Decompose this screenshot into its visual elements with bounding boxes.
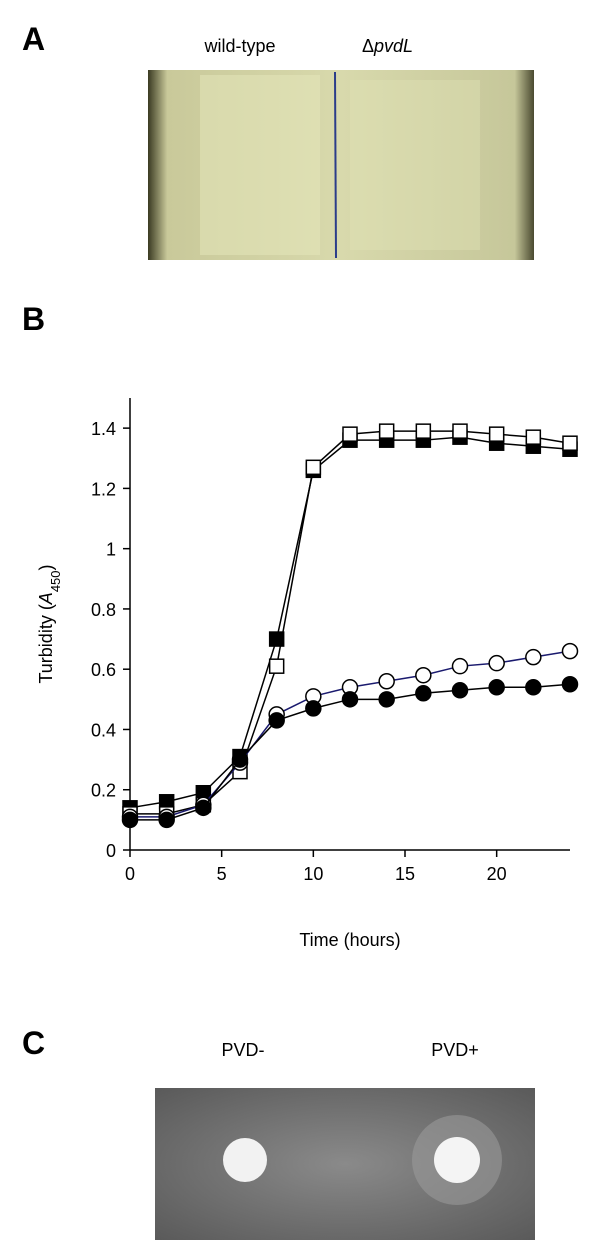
marker <box>415 685 432 702</box>
marker <box>158 811 175 829</box>
series-line <box>130 430 571 815</box>
y-axis-label-part: ) <box>36 564 56 570</box>
x-tick-label: 15 <box>395 864 415 884</box>
plate-label: wild-type <box>203 36 275 56</box>
marker <box>342 426 358 442</box>
x-tick-label: 5 <box>217 864 227 884</box>
marker <box>452 423 468 439</box>
marker <box>525 429 542 445</box>
plate-photo <box>155 1088 535 1240</box>
marker <box>195 799 212 817</box>
y-tick-label: 1.2 <box>91 479 116 499</box>
y-tick-label: 0 <box>106 841 116 861</box>
marker <box>488 679 505 696</box>
marker <box>268 712 285 729</box>
x-tick-label: 10 <box>303 864 323 884</box>
panel-label: B <box>22 301 45 337</box>
marker <box>561 676 579 693</box>
x-axis-label: Time (hours) <box>299 930 400 950</box>
marker <box>231 751 249 768</box>
chart: 0 0.2 0.4 0.6 0.8 1 1.2 1.4 0 5 10 15 20 Time (hours)… <box>36 398 579 950</box>
marker <box>525 648 542 666</box>
plate-label: ΔpvdL <box>362 36 413 56</box>
y-axis-label-part: 450 <box>48 570 63 592</box>
marker <box>305 459 322 476</box>
y-tick-label: 0.8 <box>91 600 116 620</box>
marker <box>378 691 395 708</box>
marker <box>525 679 542 696</box>
y-tick-label: 1 <box>106 540 116 560</box>
y-axis-label: Turbidity (A450) <box>36 564 63 683</box>
y-tick-label: 0.2 <box>91 781 116 801</box>
marker <box>415 423 432 439</box>
marker <box>415 666 432 684</box>
marker <box>451 657 469 675</box>
panel-label: C <box>22 1025 45 1061</box>
y-axis-label-part: Turbidity ( <box>36 604 56 683</box>
marker <box>562 435 578 451</box>
plate-label: PVD+ <box>431 1040 479 1060</box>
marker <box>378 673 395 690</box>
marker <box>121 811 139 829</box>
plate-label: PVD- <box>221 1040 264 1060</box>
marker <box>451 682 469 699</box>
marker <box>561 642 579 660</box>
marker <box>378 423 395 439</box>
y-axis-label-part: A <box>36 592 56 605</box>
y-tick-label: 0.4 <box>91 720 116 740</box>
x-tick-label: 0 <box>125 864 135 884</box>
y-tick-label: 1.4 <box>91 419 116 439</box>
x-tick-label: 20 <box>487 864 507 884</box>
marker <box>341 691 359 708</box>
marker <box>488 654 505 672</box>
marker <box>268 658 285 674</box>
panel-label: A <box>22 21 45 57</box>
marker <box>305 700 322 717</box>
plate-photo <box>148 70 534 260</box>
series-line <box>129 436 571 809</box>
marker <box>488 426 505 442</box>
y-tick-label: 0.6 <box>91 660 116 680</box>
marker <box>268 631 285 647</box>
